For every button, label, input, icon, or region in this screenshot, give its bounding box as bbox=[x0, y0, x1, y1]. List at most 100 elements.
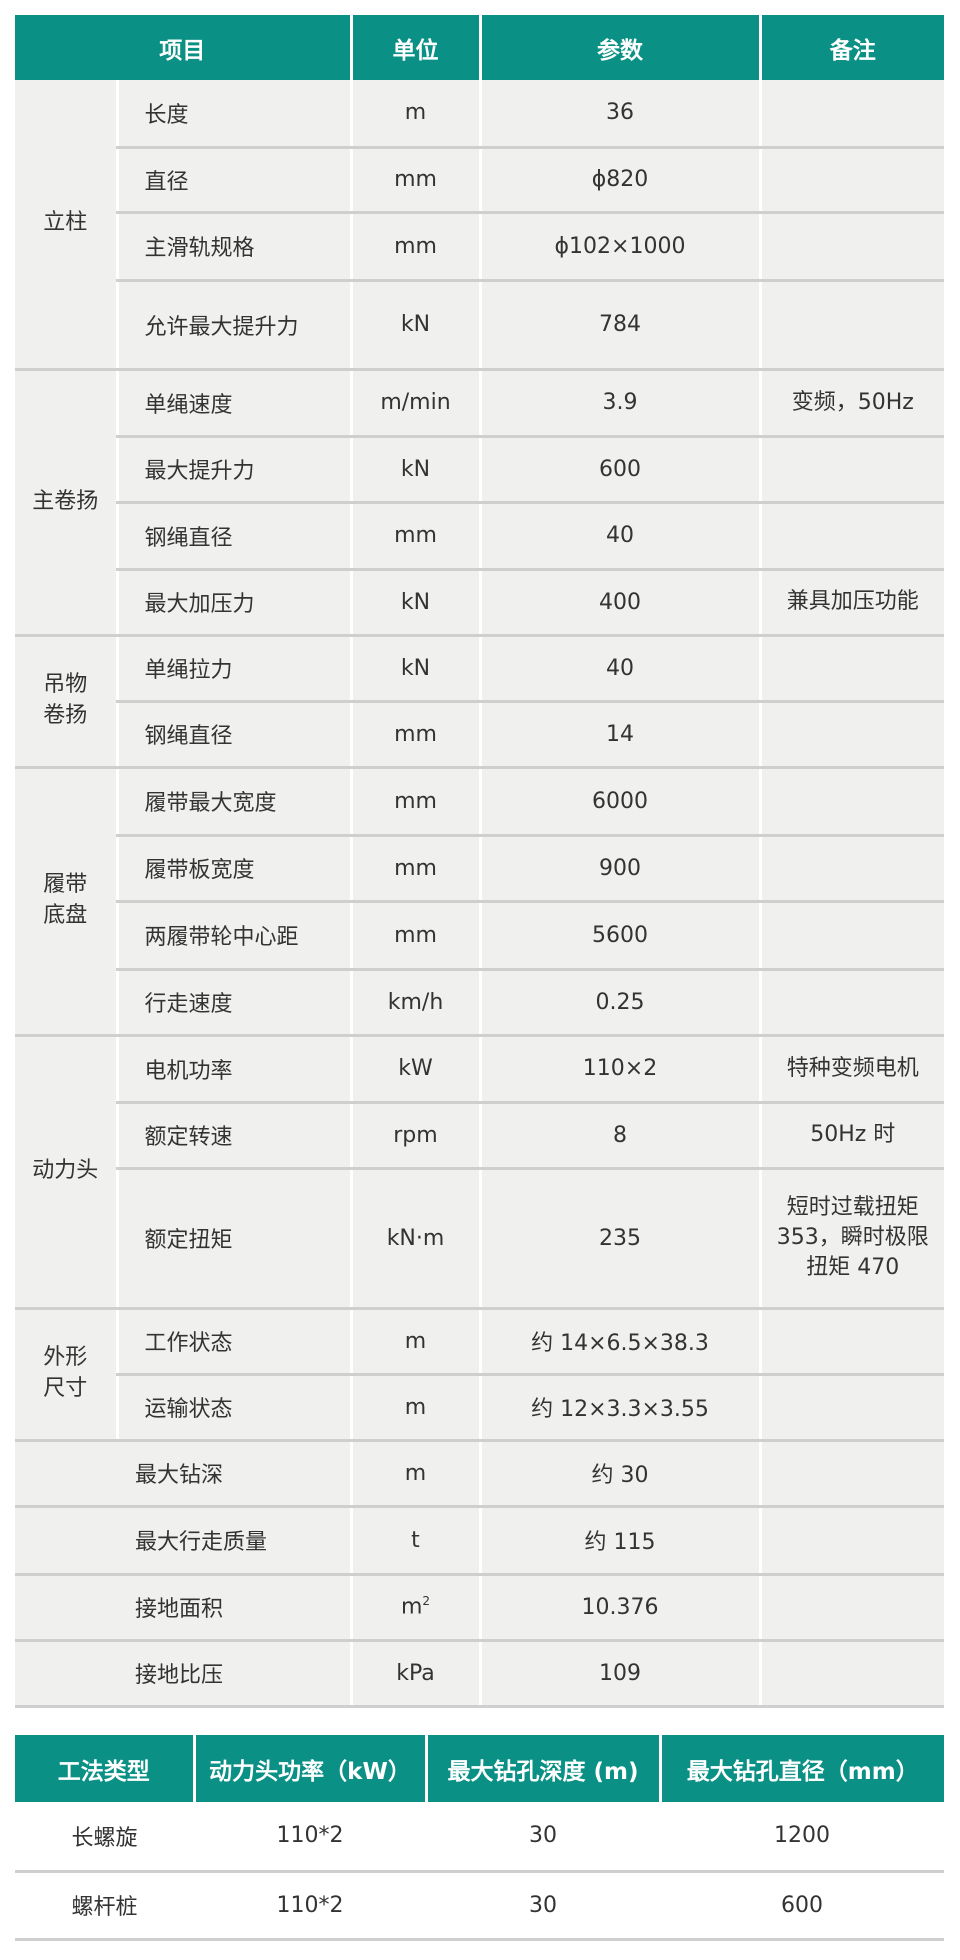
note bbox=[758, 280, 944, 371]
item-name: 单绳拉力 bbox=[115, 635, 351, 703]
header-value: 参数 bbox=[478, 15, 760, 80]
unit: mm bbox=[349, 147, 480, 214]
item-name: 允许最大提升力 bbox=[115, 280, 351, 371]
value: 400 bbox=[478, 569, 760, 637]
item-name: 额定扭矩 bbox=[115, 1168, 351, 1310]
group-label: 吊物卷扬 bbox=[15, 635, 117, 769]
item-name: 履带最大宽度 bbox=[115, 767, 351, 837]
note bbox=[758, 1574, 944, 1642]
note: 短时过载扭矩 353，瞬时极限扭矩 470 bbox=[758, 1168, 944, 1310]
value: 3.9 bbox=[478, 369, 760, 438]
spec-row: 履带底盘 履带最大宽度 mm 6000 bbox=[15, 767, 944, 1037]
item-name: 最大提升力 bbox=[115, 436, 351, 504]
item-name: 两履带轮中心距 bbox=[115, 901, 351, 971]
unit: m bbox=[349, 1440, 480, 1508]
unit: mm bbox=[349, 835, 480, 903]
spec-row: 额定转速 rpm 8 50Hz 时 bbox=[15, 1102, 944, 1170]
unit: mm bbox=[349, 767, 480, 837]
value: 10.376 bbox=[478, 1574, 760, 1642]
spec-row: 吊物卷扬 单绳拉力 kN 40 bbox=[15, 635, 944, 769]
note: 特种变频电机 bbox=[758, 1035, 944, 1104]
value: 约 30 bbox=[478, 1440, 760, 1508]
spec-row: 接地比压 kPa 109 bbox=[15, 1640, 944, 1708]
group-label: 动力头 bbox=[15, 1035, 117, 1310]
item-name: 单绳速度 bbox=[115, 369, 351, 438]
spec-row: 钢绳直径 mm 14 bbox=[15, 701, 944, 769]
note bbox=[758, 635, 944, 703]
item-name: 长度 bbox=[115, 80, 351, 149]
header-diameter: 最大钻孔直径（mm） bbox=[658, 1735, 944, 1802]
unit: km/h bbox=[349, 969, 480, 1037]
note bbox=[758, 901, 944, 971]
value: ϕ820 bbox=[478, 147, 760, 214]
unit: m bbox=[349, 1308, 480, 1376]
unit-text: kPa bbox=[396, 1660, 435, 1686]
header-unit: 单位 bbox=[349, 15, 480, 80]
item-name: 钢绳直径 bbox=[115, 701, 351, 769]
note bbox=[758, 1374, 944, 1442]
item-name: 行走速度 bbox=[115, 969, 351, 1037]
value: 约 14×6.5×38.3 bbox=[478, 1308, 760, 1376]
item-name: 电机功率 bbox=[115, 1035, 351, 1104]
spec-row: 允许最大提升力 kN 784 bbox=[15, 280, 944, 371]
spec-row: 最大行走质量 t 约 115 bbox=[15, 1506, 944, 1576]
note bbox=[758, 1506, 944, 1576]
spec-table: 项目 单位 参数 备注 立柱 长度 m 36 直径 mm ϕ820 主滑轨规格 mm ϕ102×1… bbox=[15, 15, 944, 1708]
power: 110*2 bbox=[194, 1802, 426, 1873]
note bbox=[758, 767, 944, 837]
unit: rpm bbox=[349, 1102, 480, 1170]
unit: mm bbox=[349, 901, 480, 971]
spec-row: 主滑轨规格 mm ϕ102×1000 bbox=[15, 212, 944, 282]
unit: m bbox=[349, 1374, 480, 1442]
header-item: 项目 bbox=[15, 15, 351, 80]
note: 兼具加压功能 bbox=[758, 569, 944, 637]
header-method: 工法类型 bbox=[15, 1735, 194, 1802]
diameter: 600 bbox=[660, 1871, 944, 1941]
method-header-row: 工法类型 动力头功率（kW） 最大钻孔深度 (m) 最大钻孔直径（mm） bbox=[15, 1735, 944, 1802]
method-table: 工法类型 动力头功率（kW） 最大钻孔深度 (m) 最大钻孔直径（mm） 长螺旋… bbox=[15, 1735, 944, 1941]
note bbox=[758, 969, 944, 1037]
value: 约 115 bbox=[478, 1506, 760, 1576]
unit: m/min bbox=[349, 369, 480, 438]
unit: m2 bbox=[349, 1574, 480, 1642]
spec-row: 额定扭矩 kN·m 235 短时过载扭矩 353，瞬时极限扭矩 470 bbox=[15, 1168, 944, 1310]
item-name: 最大加压力 bbox=[115, 569, 351, 637]
unit: kN bbox=[349, 436, 480, 504]
spec-row: 两履带轮中心距 mm 5600 bbox=[15, 901, 944, 971]
spec-header-row: 项目 单位 参数 备注 bbox=[15, 15, 944, 80]
unit-superscript: 2 bbox=[422, 1594, 431, 1609]
spec-row: 外形尺寸 工作状态 m 约 14×6.5×38.3 bbox=[15, 1308, 944, 1442]
note: 50Hz 时 bbox=[758, 1102, 944, 1170]
unit: mm bbox=[349, 212, 480, 282]
unit: mm bbox=[349, 701, 480, 769]
spec-row: 最大加压力 kN 400 兼具加压功能 bbox=[15, 569, 944, 637]
note bbox=[758, 835, 944, 903]
note bbox=[758, 212, 944, 282]
value: 8 bbox=[478, 1102, 760, 1170]
value: 约 12×3.3×3.55 bbox=[478, 1374, 760, 1442]
depth: 30 bbox=[426, 1871, 660, 1941]
method-row: 长螺旋 110*2 30 1200 bbox=[15, 1802, 944, 1873]
diameter: 1200 bbox=[660, 1802, 944, 1873]
item-name: 钢绳直径 bbox=[115, 502, 351, 571]
note bbox=[758, 1640, 944, 1708]
spec-row: 主卷扬 单绳速度 m/min 3.9 变频，50Hz bbox=[15, 369, 944, 637]
value: 5600 bbox=[478, 901, 760, 971]
value: 784 bbox=[478, 280, 760, 371]
header-power: 动力头功率（kW） bbox=[192, 1735, 426, 1802]
item-name: 主滑轨规格 bbox=[115, 212, 351, 282]
value: ϕ102×1000 bbox=[478, 212, 760, 282]
unit-text: t bbox=[411, 1527, 420, 1553]
method-row: 螺杆桩 110*2 30 600 bbox=[15, 1871, 944, 1941]
depth: 30 bbox=[426, 1802, 660, 1873]
header-note: 备注 bbox=[758, 15, 944, 80]
unit: kPa bbox=[349, 1640, 480, 1708]
unit: mm bbox=[349, 502, 480, 571]
value: 109 bbox=[478, 1640, 760, 1708]
item-name: 最大行走质量 bbox=[15, 1506, 351, 1576]
spec-row: 接地面积 m2 10.376 bbox=[15, 1574, 944, 1642]
value: 40 bbox=[478, 635, 760, 703]
spec-row: 履带板宽度 mm 900 bbox=[15, 835, 944, 903]
group-label: 主卷扬 bbox=[15, 369, 117, 637]
unit-text: m bbox=[400, 1594, 423, 1620]
